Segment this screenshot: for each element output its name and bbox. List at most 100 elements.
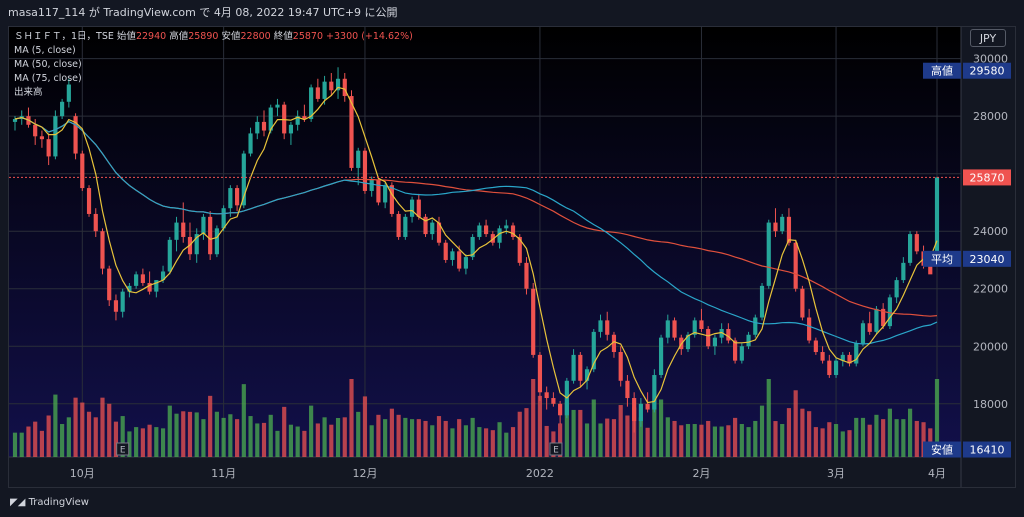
volume-bar [268,414,273,457]
volume-bar [194,412,199,457]
candle-body [786,216,792,243]
volume-bar [571,409,576,457]
chart-frame[interactable]: 1800020000220002400026000280003000010月11… [8,26,1016,488]
volume-bar [901,419,906,457]
badge-value-box [963,250,1011,267]
legend: ＳＨＩＦＴ，1日，TSE 始値22940 高値25890 安値22800 終値2… [14,30,413,100]
candle-body [362,150,368,191]
earnings-marker-label: E [553,446,559,456]
volume-bar [773,421,778,457]
candle-body [66,84,71,102]
candle-body [934,177,940,262]
volume-bar [369,425,374,457]
candle-body [383,185,388,203]
volume-bar [605,418,610,457]
badge-value-box [963,169,1011,186]
tradingview-logo-icon: ◤◢ [10,497,29,508]
volume-bar [335,418,341,457]
candle-body [625,380,630,399]
candle-body [33,124,38,137]
candle-body [113,300,119,312]
volume-bar [60,424,65,457]
volume-bar [160,428,166,457]
volume-bar [19,432,24,457]
tradingview-brand[interactable]: ◤◢ TradingView [10,497,89,508]
candle-body [766,222,771,286]
volume-bar [221,417,226,457]
volume-bar [618,405,623,457]
candle-body [638,403,643,422]
volume-bar [746,427,751,457]
volume-bar [914,420,919,457]
candle-body [181,222,186,237]
volume-bar [80,402,85,457]
volume-bar [531,379,536,457]
badge-label: 高値 [931,64,953,78]
publish-header: masa117_114 が TradingView.com で 4月 08, 2… [0,0,1024,26]
volume-bar [800,408,805,457]
volume-bar [921,422,926,457]
volume-bar [658,399,664,457]
volume-bar [322,417,327,457]
candle-body [820,352,825,361]
candle-body [174,222,179,240]
candle-body [833,360,839,376]
volume-bar [793,390,798,457]
currency-button[interactable]: JPY [970,29,1006,47]
candle-body [759,285,765,318]
ma50-line [14,116,938,345]
x-tick-label: 2022 [526,467,554,480]
candle-body [928,265,933,275]
volume-bar [167,405,172,457]
candle-body [228,188,233,209]
candle-body [335,78,341,91]
earnings-marker [549,442,563,456]
candle-body [551,398,556,404]
candle-body [134,274,139,286]
volume-bar [403,417,408,457]
volume-bar [275,430,280,457]
candle-body [208,216,213,255]
volume-bar [39,430,45,457]
legend-ma50[interactable]: MA (50, close) [14,59,82,70]
candle-body [914,234,919,252]
volume-bar [53,394,58,457]
earnings-marker [116,442,130,456]
candle-body [712,337,717,347]
candle-body [409,199,415,217]
candle-body [376,179,381,203]
legend-volume[interactable]: 出来高 [14,87,43,98]
volume-bar [389,408,394,457]
legend-ma5[interactable]: MA (5, close) [14,45,76,56]
price-chart[interactable]: 1800020000220002400026000280003000010月11… [9,27,1016,488]
volume-bar [376,414,381,457]
candle-body [739,346,744,361]
candle-body [618,352,623,381]
candle-body [484,225,489,235]
volume-bar [733,417,738,457]
y-tick-label: 30000 [973,53,1008,66]
candle-body [39,136,45,140]
candle-body [632,398,637,422]
volume-bar [692,424,697,457]
candle-body [497,228,502,243]
volume-bar [93,417,98,457]
volume-bar [329,424,334,457]
volume-bar [934,379,940,457]
plot-background [9,27,961,457]
open-label: 始値 [116,31,136,42]
candle-body [591,331,596,370]
volume-bar [874,414,879,457]
candle-body [450,251,455,260]
earnings-marker-label: E [120,446,126,456]
candle-body [235,188,240,206]
candle-body [329,81,334,91]
legend-ma75[interactable]: MA (75, close) [14,73,82,84]
volume-bar [282,406,287,457]
low-value: 22800 [240,31,271,42]
ohlc-line: ＳＨＩＦＴ，1日，TSE 始値22940 高値25890 安値22800 終値2… [14,30,413,44]
candle-body [780,216,785,232]
volume-bar [712,426,717,457]
volume-bar [349,379,354,457]
candle-body [295,116,300,125]
